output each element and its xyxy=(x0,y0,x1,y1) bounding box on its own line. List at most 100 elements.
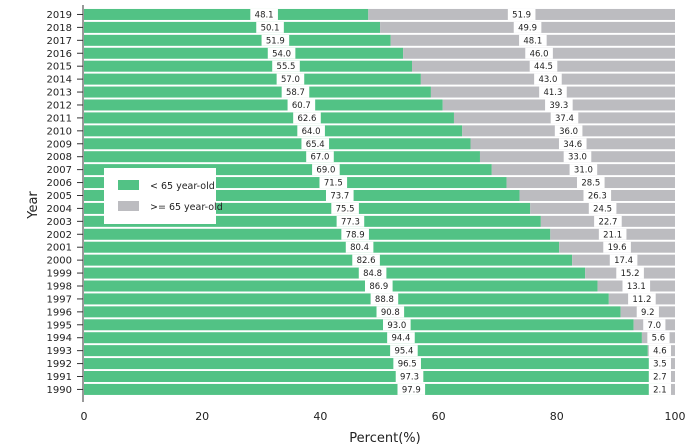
data-label-bg-65-plus xyxy=(507,8,536,20)
data-label-bg-under-65 xyxy=(395,371,424,383)
data-label-bg-65-plus xyxy=(513,21,542,33)
data-label-bg-65-plus xyxy=(554,125,583,137)
bar-under-65 xyxy=(84,189,520,201)
data-label-bg-65-plus xyxy=(616,267,644,279)
data-label-65-plus: 7.0 xyxy=(648,321,662,331)
bar-under-65 xyxy=(84,215,541,227)
bar-under-65 xyxy=(84,358,655,370)
y-tick-label: 2011 xyxy=(47,113,72,124)
data-label-under-65: 50.1 xyxy=(261,23,280,33)
y-tick-label: 2007 xyxy=(47,165,72,176)
data-label-bg-65-plus xyxy=(648,358,671,370)
x-tick-label: 20 xyxy=(195,410,209,423)
data-label-65-plus: 24.5 xyxy=(593,204,612,214)
data-label-65-plus: 51.9 xyxy=(512,10,531,20)
bar-group: 48.1 51.9 50.1 49.9 51.9 48.1 54.0 46.0 55.5 44.5… xyxy=(84,8,675,395)
data-label-under-65: 95.4 xyxy=(394,347,413,357)
bar-under-65 xyxy=(84,34,391,46)
data-label-under-65: 77.3 xyxy=(341,217,360,227)
data-label-bg-under-65 xyxy=(387,332,415,344)
y-tick-label: 2015 xyxy=(47,62,72,73)
data-label-bg-65-plus xyxy=(529,60,558,72)
data-label-65-plus: 34.6 xyxy=(563,140,582,150)
y-tick-label: 1995 xyxy=(47,320,72,331)
data-label-bg-under-65 xyxy=(393,358,421,370)
data-label-65-plus: 26.3 xyxy=(588,191,607,201)
data-label-under-65: 94.4 xyxy=(391,334,410,344)
bar-under-65 xyxy=(84,319,634,331)
y-tick-label: 2002 xyxy=(47,230,72,241)
y-tick-label: 1997 xyxy=(47,294,72,305)
bar-under-65 xyxy=(84,86,431,98)
y-tick-label: 1994 xyxy=(47,333,72,344)
data-label-bg-65-plus xyxy=(622,280,651,292)
data-label-under-65: 90.8 xyxy=(381,308,400,318)
x-axis-label: Percent(%) xyxy=(349,431,420,446)
data-label-65-plus: 48.1 xyxy=(523,36,542,46)
data-label-65-plus: 5.6 xyxy=(652,334,666,344)
data-label-bg-under-65 xyxy=(319,177,348,189)
legend: < 65 year-old >= 65 year-old xyxy=(104,168,223,224)
data-label-under-65: 65.4 xyxy=(306,140,325,150)
data-label-bg-under-65 xyxy=(306,151,334,163)
bar-under-65 xyxy=(84,254,573,266)
data-label-65-plus: 33.0 xyxy=(568,153,587,163)
data-label-bg-under-65 xyxy=(261,34,290,46)
y-axis-label: Year xyxy=(26,191,41,220)
data-label-65-plus: 19.6 xyxy=(608,243,627,253)
bar-under-65 xyxy=(84,138,471,150)
bar-under-65 xyxy=(84,112,454,124)
bar-under-65 xyxy=(84,60,413,72)
bar-under-65 xyxy=(84,73,421,85)
y-tick-label: 2018 xyxy=(47,23,72,34)
data-label-65-plus: 15.2 xyxy=(621,269,640,279)
data-label-bg-under-65 xyxy=(312,164,340,176)
data-label-under-65: 69.0 xyxy=(316,166,335,176)
data-label-bg-under-65 xyxy=(276,73,305,85)
y-tick-label: 2003 xyxy=(47,217,72,228)
y-tick-label: 1999 xyxy=(47,269,72,280)
bar-under-65 xyxy=(84,125,463,137)
bar-under-65 xyxy=(84,280,598,292)
bar-under-65 xyxy=(84,293,609,305)
data-label-bg-65-plus xyxy=(643,319,666,331)
data-label-65-plus: 49.9 xyxy=(518,23,537,33)
data-label-65-plus: 4.6 xyxy=(653,347,667,357)
bar-under-65 xyxy=(84,228,551,240)
data-label-under-65: 67.0 xyxy=(311,153,330,163)
data-label-bg-under-65 xyxy=(256,21,284,33)
x-tick-label: 40 xyxy=(313,410,327,423)
data-label-65-plus: 17.4 xyxy=(614,256,633,266)
data-label-bg-65-plus xyxy=(583,189,612,201)
y-tick-label: 2005 xyxy=(47,191,72,202)
data-label-65-plus: 36.0 xyxy=(559,127,578,137)
x-tick-label: 0 xyxy=(81,410,88,423)
data-label-65-plus: 37.4 xyxy=(555,114,574,124)
data-label-under-65: 88.8 xyxy=(375,295,394,305)
legend-label-under-65: < 65 year-old xyxy=(150,181,215,192)
data-label-65-plus: 9.2 xyxy=(641,308,655,318)
bar-under-65 xyxy=(84,47,404,59)
data-label-bg-under-65 xyxy=(250,8,278,20)
data-label-bg-65-plus xyxy=(550,112,579,124)
data-label-under-65: 60.7 xyxy=(292,101,311,111)
data-label-under-65: 64.0 xyxy=(302,127,321,137)
data-label-65-plus: 13.1 xyxy=(627,282,646,292)
y-tick-label: 1992 xyxy=(47,359,72,370)
data-label-bg-under-65 xyxy=(370,293,399,305)
data-label-65-plus: 39.3 xyxy=(549,101,568,111)
data-label-65-plus: 21.1 xyxy=(603,230,622,240)
data-label-bg-under-65 xyxy=(364,280,393,292)
y-tick-label: 2012 xyxy=(47,100,72,111)
data-label-under-65: 48.1 xyxy=(255,10,274,20)
data-label-65-plus: 28.5 xyxy=(581,179,600,189)
y-tick-label: 2013 xyxy=(47,88,72,99)
y-tick-label: 1991 xyxy=(47,372,72,383)
data-label-bg-under-65 xyxy=(358,267,387,279)
data-label-under-65: 78.9 xyxy=(346,230,365,240)
data-label-bg-under-65 xyxy=(352,254,380,266)
data-label-bg-under-65 xyxy=(341,228,369,240)
data-label-bg-65-plus xyxy=(563,151,592,163)
